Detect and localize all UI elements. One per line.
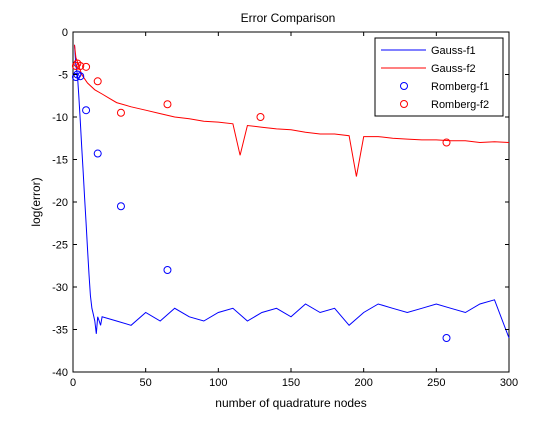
- chart-title: Error Comparison: [241, 11, 336, 25]
- data-point-romberg-f1: [93, 149, 102, 158]
- data-point-romberg-f1: [116, 202, 125, 211]
- x-tick-label: 200: [354, 377, 372, 389]
- legend: Gauss-f1 Gauss-f2 Romberg-f1 Romberg-f2: [374, 37, 504, 117]
- legend-box: [374, 37, 504, 117]
- data-point-romberg-f2: [93, 77, 102, 86]
- y-tick-label: -30: [52, 282, 68, 294]
- y-tick-label: -25: [52, 240, 68, 252]
- data-point-romberg-f1: [163, 266, 172, 274]
- legend-label-romberg-f1: Romberg-f1: [431, 81, 489, 93]
- data-point-romberg-f2: [256, 113, 265, 121]
- y-tick-label: -40: [52, 367, 68, 379]
- y-tick-label: -5: [58, 70, 68, 82]
- x-tick-label: 300: [500, 377, 518, 389]
- x-tick-label: 0: [70, 377, 76, 389]
- data-point-romberg-f2: [73, 59, 82, 68]
- data-point-romberg-f2: [116, 108, 125, 117]
- legend-label-gauss-f2: Gauss-f2: [431, 63, 476, 75]
- y-tick-label: -10: [52, 112, 68, 124]
- y-tick-label: -15: [52, 155, 68, 167]
- y-tick-label: -20: [52, 197, 68, 209]
- y-tick-label: -35: [52, 325, 68, 337]
- data-point-romberg-f1: [442, 334, 451, 342]
- x-tick-label: 100: [209, 377, 227, 389]
- x-tick-label: 250: [427, 377, 445, 389]
- legend-label-gauss-f1: Gauss-f1: [431, 45, 476, 57]
- data-point-romberg-f2: [82, 62, 91, 71]
- x-tick-label: 150: [282, 377, 300, 389]
- data-point-romberg-f2: [163, 100, 172, 109]
- data-point-romberg-f2: [76, 62, 85, 70]
- legend-label-romberg-f2: Romberg-f2: [431, 99, 489, 111]
- data-point-romberg-f2: [442, 138, 451, 147]
- legend-swatch-romberg-f1: [400, 82, 408, 90]
- tick-layer: 0 50 100 150 200 250 300 0 -5 -10 -15 -20 -25 -30 -35 -…: [52, 27, 518, 389]
- x-axis-label: number of quadrature nodes: [215, 396, 366, 410]
- data-point-romberg-f1: [76, 72, 85, 81]
- legend-swatch-romberg-f2: [400, 100, 408, 108]
- series-line-gauss-f1: [74, 44, 510, 339]
- y-tick-label: 0: [62, 27, 68, 39]
- series-line-gauss-f2: [74, 44, 510, 177]
- y-axis-label: log(error): [29, 177, 43, 226]
- x-tick-label: 50: [140, 377, 152, 389]
- data-point-romberg-f1: [82, 106, 91, 115]
- series-layer: [71, 44, 510, 342]
